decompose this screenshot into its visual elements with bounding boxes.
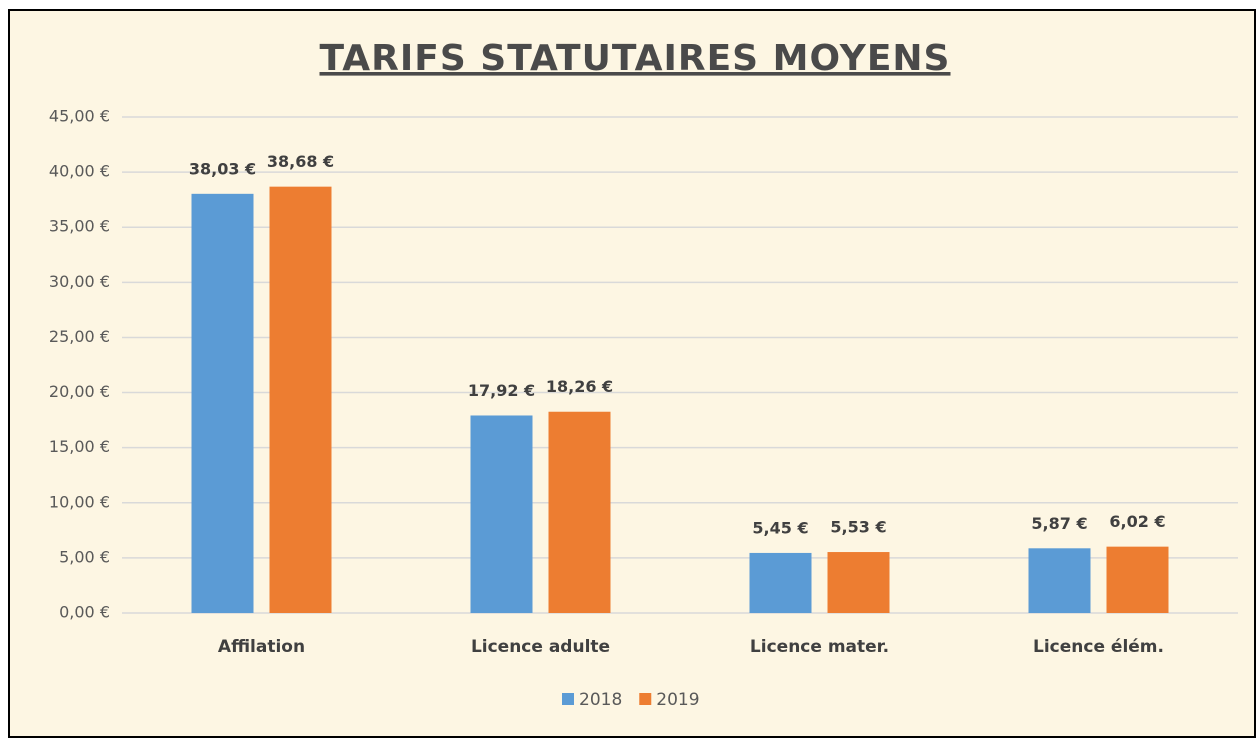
y-tick-label: 45,00 € (49, 107, 110, 126)
value-label: 18,26 € (546, 377, 613, 396)
y-tick-label: 10,00 € (49, 492, 110, 511)
bar (1106, 546, 1169, 613)
value-label: 38,03 € (189, 159, 256, 178)
bar (749, 552, 812, 613)
y-tick-label: 0,00 € (59, 603, 110, 622)
y-tick-label: 15,00 € (49, 437, 110, 456)
value-label: 6,02 € (1109, 512, 1165, 531)
chart-title: TARIFS STATUTAIRES MOYENS (320, 38, 951, 79)
bar (269, 186, 332, 613)
value-label: 38,68 € (267, 152, 334, 171)
x-tick-label: Licence adulte (471, 637, 610, 657)
x-tick-label: Affilation (218, 637, 305, 657)
bar (827, 552, 890, 613)
bar (548, 411, 611, 613)
bar (191, 193, 254, 613)
y-tick-label: 20,00 € (49, 382, 110, 401)
legend-swatch (639, 693, 652, 705)
y-tick-label: 25,00 € (49, 327, 110, 346)
x-tick-label: Licence mater. (750, 637, 889, 657)
value-label: 5,53 € (830, 518, 886, 537)
bar (470, 415, 533, 613)
value-label: 5,87 € (1031, 514, 1087, 533)
value-label: 5,45 € (752, 518, 808, 537)
legend-label: 2018 (579, 690, 622, 710)
y-tick-label: 30,00 € (49, 272, 110, 291)
value-label: 17,92 € (468, 381, 535, 400)
legend-label: 2019 (656, 690, 699, 710)
x-tick-label: Licence élém. (1033, 637, 1164, 657)
y-tick-label: 35,00 € (49, 217, 110, 236)
y-tick-label: 40,00 € (49, 162, 110, 181)
y-tick-label: 5,00 € (59, 547, 110, 566)
legend-swatch (562, 693, 574, 705)
bar (1028, 548, 1091, 613)
